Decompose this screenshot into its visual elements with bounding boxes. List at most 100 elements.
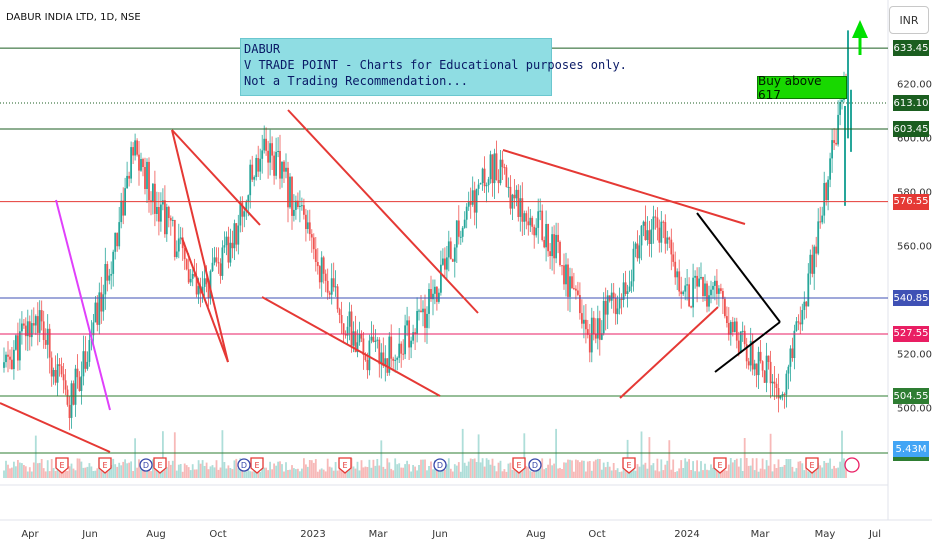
volume-bar	[28, 467, 31, 478]
candle-body	[368, 340, 371, 371]
volume-bar	[414, 466, 416, 478]
volume-bar	[835, 468, 837, 478]
volume-bar	[402, 467, 405, 478]
candle-body	[652, 216, 655, 230]
candle-body	[11, 359, 13, 370]
event-marker-label: E	[102, 461, 107, 470]
candle-body	[644, 221, 647, 240]
candle-body	[791, 348, 794, 358]
volume-bar	[664, 464, 667, 478]
volume-bar	[9, 468, 11, 478]
trend-line	[619, 306, 719, 399]
volume-bar	[203, 466, 206, 478]
event-marker-label: D	[143, 461, 149, 470]
candle-body	[376, 339, 379, 341]
volume-bar	[388, 462, 391, 478]
candle-body	[618, 298, 621, 309]
candle-body	[614, 297, 617, 315]
volume-bar	[650, 465, 653, 478]
volume-bar	[94, 470, 97, 478]
candle-body	[187, 269, 190, 283]
split-marker	[844, 457, 860, 473]
volume-bar	[712, 467, 714, 478]
volume-bar	[130, 461, 132, 478]
candle-body	[815, 246, 818, 254]
candle-body	[231, 242, 234, 249]
volume-bar	[42, 468, 45, 478]
candle-body	[529, 217, 532, 226]
candle-body	[273, 155, 275, 176]
currency-selector[interactable]: INR	[889, 6, 929, 34]
volume-bar	[479, 462, 482, 478]
candle-body	[555, 234, 557, 259]
candle-body	[698, 278, 700, 287]
volume-bar	[557, 468, 559, 478]
candle-body	[753, 363, 756, 370]
candle-body	[9, 356, 11, 360]
candle-body	[579, 295, 581, 314]
candle-body	[493, 153, 496, 184]
volume-bar	[430, 461, 432, 478]
candle-body	[154, 183, 156, 214]
candle-body	[700, 277, 702, 279]
candle-body	[173, 220, 176, 257]
volume-bar	[346, 470, 349, 478]
candle-body	[404, 325, 406, 355]
volume-bar	[19, 462, 21, 478]
candle-body	[48, 328, 51, 358]
candle-body	[221, 247, 224, 276]
volume-bar	[779, 467, 782, 478]
candle-body	[598, 318, 601, 340]
candle-body	[459, 236, 462, 238]
volume-bar	[70, 463, 73, 478]
candle-body	[308, 222, 311, 235]
volume-bar	[299, 471, 301, 478]
candle-body	[636, 243, 639, 259]
volume-bar	[128, 462, 130, 478]
candle-body	[739, 331, 742, 353]
volume-bar	[372, 459, 375, 478]
candle-body	[793, 330, 796, 358]
candle-body	[394, 359, 397, 361]
candle-body	[729, 322, 732, 335]
candle-body	[563, 265, 565, 285]
candle-body	[396, 357, 399, 360]
volume-bar	[406, 460, 408, 478]
volume-bar	[378, 465, 381, 478]
candle-body	[328, 292, 331, 295]
candle-body	[596, 318, 599, 339]
candle-body	[271, 143, 273, 156]
candle-body	[72, 383, 75, 405]
candle-body	[727, 323, 730, 335]
volume-bar	[124, 459, 126, 478]
event-marker-label: E	[717, 461, 722, 470]
candle-body	[823, 183, 826, 216]
volume-bar	[495, 471, 498, 478]
candle-body	[809, 254, 812, 274]
price-label: 613.10	[893, 95, 929, 111]
candle-body	[722, 291, 724, 299]
candle-body	[457, 220, 460, 237]
volume-bar	[78, 458, 81, 478]
volume-bar	[410, 471, 412, 478]
volume-bar	[334, 462, 337, 478]
candle-body	[78, 377, 81, 391]
volume-bar	[668, 440, 671, 478]
volume-bar	[638, 466, 641, 478]
volume-bar	[211, 465, 214, 478]
volume-bar	[15, 466, 17, 478]
candle-body	[148, 161, 150, 201]
trend-line	[55, 199, 111, 411]
chart-grid	[0, 0, 932, 521]
candle-body	[461, 227, 464, 237]
candle-body	[765, 355, 768, 383]
candle-body	[26, 321, 29, 337]
volume-bar	[344, 471, 347, 478]
volume-bar	[221, 430, 224, 478]
volume-bar	[74, 470, 77, 478]
volume-bar	[702, 470, 704, 478]
candle-body	[402, 353, 405, 355]
candle-body	[366, 360, 369, 371]
candle-body	[50, 357, 53, 377]
